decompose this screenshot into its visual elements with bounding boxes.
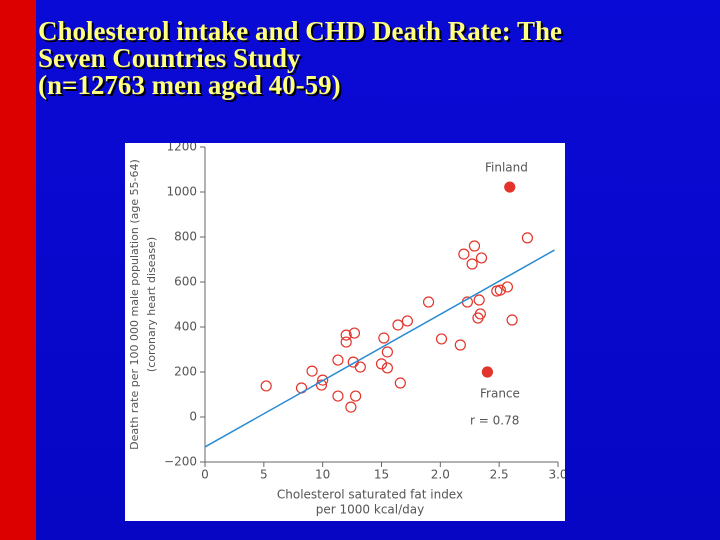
data-point [375, 358, 388, 370]
x-tick-label: 2.0 [431, 468, 450, 482]
data-point [474, 308, 486, 320]
data-point [473, 294, 485, 306]
x-tick-label: 0 [201, 468, 209, 482]
x-tick-label: 10 [315, 468, 330, 482]
x-tick-label: 15 [374, 468, 389, 482]
data-point [332, 354, 344, 366]
data-point [454, 339, 466, 351]
y-axis-label: (coronary heart disease) [145, 237, 158, 372]
data-point [378, 332, 390, 344]
x-tick-label: 3.0 [548, 468, 565, 482]
data-point [504, 181, 516, 193]
y-tick-label: 800 [174, 230, 197, 244]
annotation: Finland [485, 161, 528, 175]
data-point [315, 379, 328, 391]
data-point [381, 346, 393, 358]
x-axis-label: Cholesterol saturated fat index [277, 488, 463, 502]
data-point [340, 329, 352, 341]
data-point [392, 319, 404, 331]
slide-title: Cholesterol intake and CHD Death Rate: T… [38, 18, 562, 99]
y-axis-label: Death rate per 100 000 male population (… [128, 159, 141, 450]
y-tick-label: 0 [189, 410, 197, 424]
data-point [381, 362, 393, 374]
data-point [348, 327, 361, 339]
data-point [458, 248, 470, 260]
red-bar [0, 0, 36, 540]
data-point [466, 258, 478, 270]
title-line: Cholesterol intake and CHD Death Rate: T… [38, 16, 562, 46]
annotation: r = 0.78 [470, 414, 519, 428]
title-line: Seven Countries Study [38, 43, 301, 73]
data-point [481, 366, 493, 378]
y-tick-label: 400 [174, 320, 197, 334]
data-point [494, 284, 506, 296]
data-point [475, 252, 488, 264]
data-point [306, 365, 318, 377]
data-point [332, 390, 344, 402]
x-tick-label: 2.5 [490, 468, 509, 482]
y-tick-label: 1200 [166, 143, 197, 154]
data-point [354, 361, 366, 373]
data-point [350, 390, 362, 402]
x-tick-label: 5 [260, 468, 268, 482]
data-point [435, 333, 448, 345]
data-point [340, 336, 352, 348]
chart: −200 0 200 400 600 800 1000 1200 0 5 10 15 2.0 2.5 3.0… [125, 143, 565, 521]
data-point [401, 315, 413, 327]
data-point [345, 401, 357, 413]
data-point [394, 377, 406, 389]
y-tick-label: 200 [174, 365, 197, 379]
data-point [422, 296, 435, 308]
y-tick-label: 1000 [166, 185, 197, 199]
data-point [317, 374, 329, 386]
data-point [501, 281, 514, 293]
fit-line [204, 249, 555, 448]
annotation: France [480, 387, 520, 401]
y-tick-label: −200 [164, 455, 197, 469]
data-point [468, 240, 481, 252]
title-line: (n=12763 men aged 40-59) [38, 70, 341, 100]
data-point [260, 380, 272, 392]
data-point [521, 232, 534, 244]
chart-background [125, 143, 565, 521]
x-axis-label: per 1000 kcal/day [316, 503, 424, 517]
y-tick-label: 600 [174, 275, 197, 289]
data-point [506, 314, 518, 326]
